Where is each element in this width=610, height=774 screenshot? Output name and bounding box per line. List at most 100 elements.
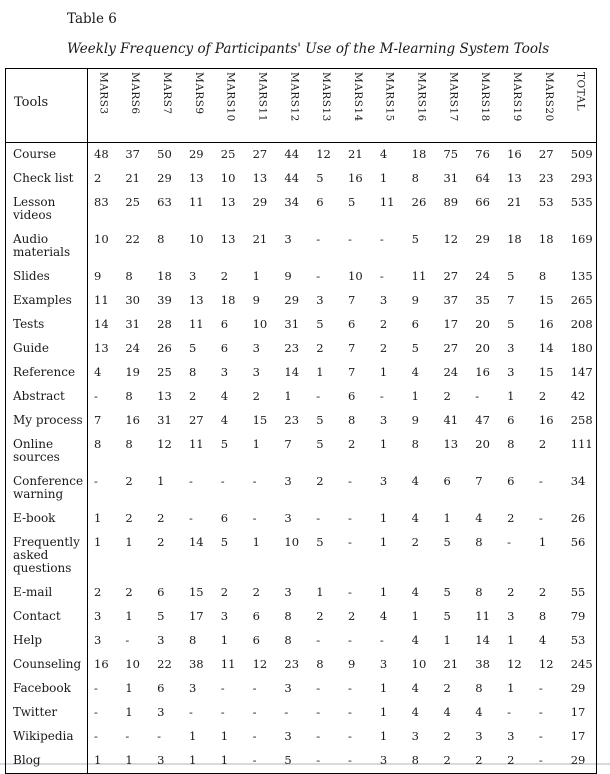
- table-cell: 11: [411, 269, 427, 283]
- table-cell: 8: [188, 365, 197, 379]
- table-cell: 16: [538, 413, 554, 427]
- table-cell: -: [348, 681, 352, 695]
- table-cell: 147: [570, 365, 593, 379]
- table-cell: -: [94, 389, 98, 403]
- table-cell: 11: [188, 437, 204, 451]
- table-cell: 2: [443, 753, 451, 767]
- table-row: Examples 11 30 39 13 18 9 29 3 7 3 9 37 35 7 15 265: [5, 289, 597, 313]
- table-cell: -: [316, 633, 321, 647]
- table-cell: 27: [252, 147, 268, 161]
- table-cell: -: [220, 705, 225, 719]
- table-cell: 15: [188, 585, 204, 599]
- table-cell: 3: [284, 511, 292, 525]
- column-header-mars3: MARS3: [88, 69, 120, 143]
- row-label: Check list: [5, 167, 88, 191]
- table-cell: 3: [252, 341, 260, 355]
- table-cell: 21: [125, 171, 140, 185]
- table-cell: 2: [157, 511, 165, 525]
- table-cell: -: [125, 729, 130, 743]
- table-cell: -: [348, 535, 352, 549]
- table-cell: 4: [411, 511, 419, 525]
- table-cell: 83: [94, 195, 109, 209]
- table-row: Frequently asked questions 1 1 2 14 5 1 10 5 - 1 2 5…: [5, 531, 597, 581]
- table-cell: 1: [379, 171, 388, 185]
- table-cell: 6: [507, 413, 515, 427]
- table-cell: -: [538, 705, 543, 719]
- table-row: Contact 3 1 5 17 3 6 8 2 2 4 1 5 11 3 8 79: [5, 605, 597, 629]
- table-cell: 1: [252, 269, 260, 283]
- table-cell: 12: [157, 437, 172, 451]
- table-cell: -: [348, 511, 352, 525]
- table-cell: 18: [507, 232, 522, 246]
- table-cell: 8: [188, 633, 197, 647]
- table-cell: 8: [316, 657, 324, 671]
- table-cell: -: [252, 729, 257, 743]
- table-cell: 4: [475, 705, 483, 719]
- table-cell: 38: [475, 657, 490, 671]
- tools-column-header: Tools: [5, 68, 88, 143]
- table-cell: 18: [157, 269, 172, 283]
- table-cell: 3: [94, 609, 102, 623]
- table-row: Help 3-3 8 1 6 8- - -4 1 14 1 4 53: [5, 629, 597, 653]
- table-cell: -: [94, 681, 98, 695]
- table-cell: 2: [443, 681, 451, 695]
- table-cell: 20: [475, 341, 490, 355]
- table-cell: -: [252, 705, 257, 719]
- table-cell: 3: [284, 474, 292, 488]
- table-cell: -: [316, 511, 321, 525]
- table-cell: 1: [411, 389, 419, 403]
- table-cell: 17: [188, 609, 204, 623]
- table-cell: 8: [125, 389, 133, 403]
- table-cell: 2: [443, 729, 451, 743]
- table-cell: 6: [157, 681, 165, 695]
- table-cell: 1: [379, 681, 388, 695]
- table-cell: 63: [157, 195, 172, 209]
- table-cell: 1: [379, 705, 388, 719]
- table-cell: 20: [475, 317, 490, 331]
- table-cell: -: [94, 474, 98, 488]
- table-cell: 79: [570, 609, 586, 623]
- table-cell: 7: [284, 437, 292, 451]
- table-cell: 12: [252, 657, 268, 671]
- table-cell: 8: [157, 232, 165, 246]
- table-cell: 6: [411, 317, 419, 331]
- table-cell: 5: [316, 413, 324, 427]
- table-cell: 111: [570, 437, 593, 451]
- column-header-label: MARS7: [161, 72, 174, 115]
- row-label: Guide: [5, 337, 88, 361]
- table-cell: 10: [94, 232, 109, 246]
- table-cell: 2: [157, 535, 165, 549]
- table-cell: 9: [252, 293, 260, 307]
- table-cell: -: [379, 389, 384, 403]
- table-cell: 3: [220, 365, 229, 379]
- table-cell: 9: [284, 269, 292, 283]
- table-cell: 3: [379, 293, 388, 307]
- table-cell: 25: [157, 365, 172, 379]
- table-row: E-book 1 2 2 - 6 - 3 - - 1 4 1 4 2 - 26: [5, 507, 597, 531]
- table-row: Course 48 37 50 29 25 27 44 12 21 4 18 75 76 16 27 509: [5, 142, 597, 167]
- table-cell: 8: [348, 413, 356, 427]
- table-cell: 2: [538, 389, 547, 403]
- table-cell: 3: [507, 365, 515, 379]
- table-cell: 3: [94, 633, 102, 647]
- column-header-mars9: MARS9: [183, 69, 215, 143]
- frequency-table: Tools MARS3 MARS6 MARS7 MARS9 MARS10 MARS11 MA…: [5, 68, 597, 774]
- column-header-label: MARS10: [224, 72, 237, 122]
- table-cell: 2: [443, 389, 451, 403]
- table-cell: 17: [443, 317, 459, 331]
- table-cell: 89: [443, 195, 459, 209]
- table-cell: 30: [125, 293, 140, 307]
- table-row: Slides 9 8 18 3 2 1 9 - 10 - 11 27 24 5 8 135: [5, 265, 597, 289]
- column-header-label: MARS15: [383, 72, 396, 122]
- table-cell: 1: [316, 365, 324, 379]
- table-cell: 1: [220, 753, 229, 767]
- table-cell: 1: [125, 609, 133, 623]
- table-cell: -: [188, 474, 193, 488]
- table-cell: 6: [348, 389, 356, 403]
- table-cell: 2: [188, 389, 197, 403]
- table-cell: 22: [157, 657, 172, 671]
- column-header-mars15: MARS15: [374, 69, 406, 143]
- table-cell: 3: [475, 729, 483, 743]
- table-cell: 21: [348, 147, 363, 161]
